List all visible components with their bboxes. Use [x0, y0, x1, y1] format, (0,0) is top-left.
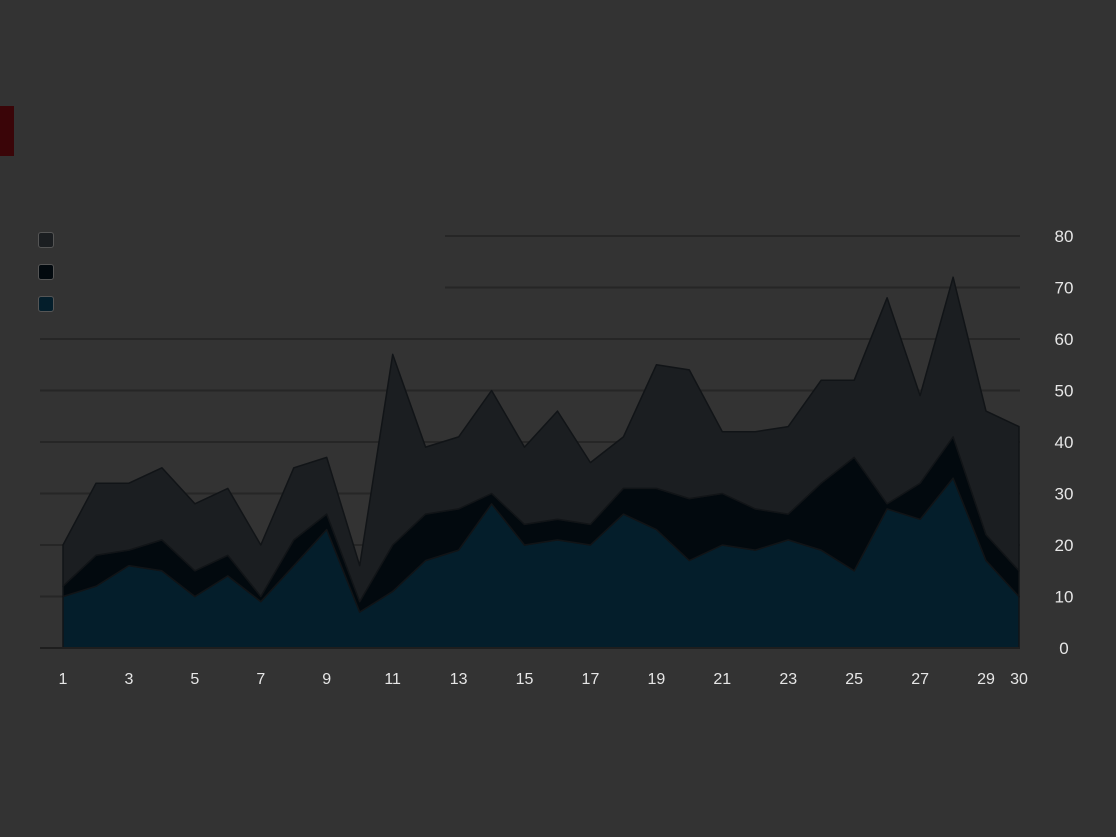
x-tick-label: 5	[190, 671, 199, 688]
y-tick-label: 60	[1055, 330, 1074, 349]
x-tick-label: 11	[384, 671, 401, 688]
y-tick-label: 0	[1059, 639, 1068, 658]
x-tick-label: 15	[516, 671, 534, 688]
x-tick-label: 19	[647, 671, 665, 688]
legend-swatch	[38, 296, 54, 312]
chart-legend	[38, 224, 458, 320]
y-tick-label: 70	[1055, 279, 1074, 298]
y-tick-label: 50	[1055, 382, 1074, 401]
accent-bar	[0, 106, 14, 156]
y-tick-label: 40	[1055, 433, 1074, 452]
legend-item[interactable]	[38, 288, 458, 320]
y-tick-label: 80	[1055, 227, 1074, 246]
x-tick-label: 27	[911, 671, 929, 688]
x-tick-label: 17	[582, 671, 600, 688]
x-tick-label: 3	[124, 671, 133, 688]
x-tick-label: 13	[450, 671, 468, 688]
x-tick-label: 30	[1010, 671, 1028, 688]
x-tick-label: 9	[322, 671, 331, 688]
legend-item[interactable]	[38, 224, 458, 256]
x-tick-label: 25	[845, 671, 863, 688]
legend-swatch	[38, 264, 54, 280]
x-tick-label: 21	[713, 671, 731, 688]
legend-swatch	[38, 232, 54, 248]
x-tick-label: 23	[779, 671, 797, 688]
y-tick-label: 30	[1055, 485, 1074, 504]
y-tick-label: 10	[1055, 588, 1074, 607]
x-tick-label: 29	[977, 671, 995, 688]
x-tick-label: 1	[59, 671, 68, 688]
legend-item[interactable]	[38, 256, 458, 288]
series-area	[62, 276, 1020, 603]
x-tick-label: 7	[256, 671, 265, 688]
y-tick-label: 20	[1055, 536, 1074, 555]
